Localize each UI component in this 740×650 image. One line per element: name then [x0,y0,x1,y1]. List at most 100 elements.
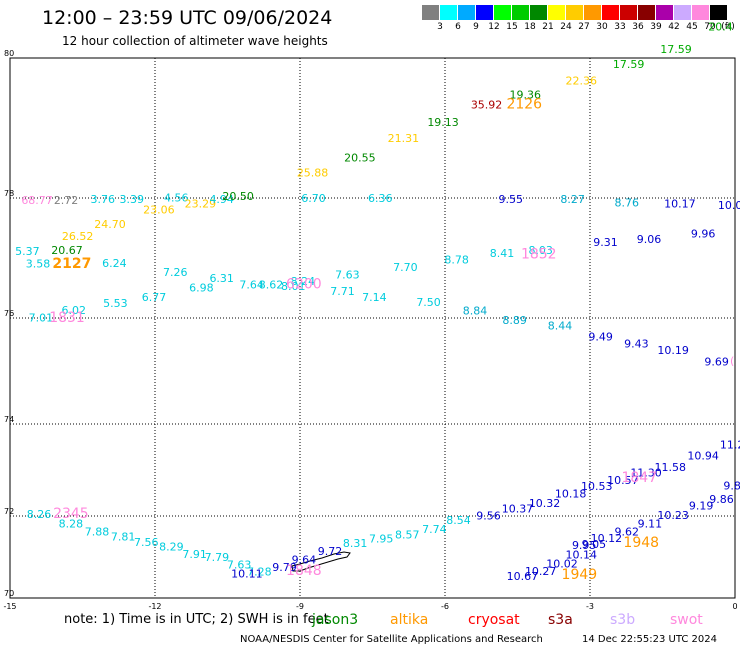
wave-height-label: ( [730,355,734,368]
wave-height-label: 8.27 [560,193,585,206]
wave-height-label: 6200 [286,277,322,293]
wave-height-label: 9.72 [318,545,343,558]
footnote: note: 1) Time is in UTC; 2) SWH is in fe… [64,612,329,627]
wave-height-label: 8.01 [281,280,306,293]
wave-height-label: 9.86 [709,493,734,506]
wave-height-label: 25.88 [297,166,329,179]
color-legend-label: 36 [632,22,644,32]
wave-height-label: 68.77 [21,194,53,207]
wave-height-label: 7.14 [362,291,387,304]
wave-height-label: 9.96 [691,228,716,241]
satellite-name: swot [670,612,703,628]
wave-height-label: 1852 [521,247,557,263]
satellite-name: jason3 [312,612,359,628]
color-legend-label: 3 [437,22,443,32]
color-legend-label: 33 [614,22,626,32]
lon-label: -12 [148,602,161,611]
wave-height-label: 2.72 [54,194,79,207]
lat-label: 72 [4,507,14,516]
wave-height-label: 7.91 [182,548,207,561]
map-frame [9,57,736,599]
color-swatch [656,5,673,20]
lon-label: -3 [586,602,594,611]
color-legend-label: 45 [686,22,698,32]
wave-height-label: 3.76 [91,193,116,206]
color-legend-label: 24 [560,22,572,32]
wave-height-label: 9.62 [614,526,639,539]
wave-height-label: 7.81 [111,531,136,544]
wave-height-label: 10.14 [566,549,598,562]
wave-height-label: 10.19 [657,344,689,357]
color-swatch [710,5,727,20]
color-legend-label: 18 [524,22,536,32]
color-legend-label: (ft) [721,22,735,32]
wave-height-label: 7.95 [369,533,394,546]
wave-height-label: 20.55 [344,152,376,165]
wave-height-label: 23.06 [143,204,175,217]
wave-height-label: 8.24 [291,275,316,288]
wave-height-label: 26.52 [62,230,94,243]
lat-label: 76 [4,309,14,318]
color-legend-label: 6 [455,22,461,32]
color-swatch [548,5,565,20]
color-swatch [566,5,583,20]
color-swatch [476,5,493,20]
color-legend-label: 27 [578,22,590,32]
lon-label: -6 [441,602,449,611]
lat-label: 78 [4,189,14,198]
wave-height-label: 7.79 [205,551,230,564]
color-swatch [494,5,511,20]
wave-height-label: 2345 [53,506,89,522]
wave-height-label: 19.13 [427,116,459,129]
color-legend-label: 30 [596,22,608,32]
wave-height-label: 1948 [623,535,659,551]
color-legend-label: 15 [506,22,518,32]
satellite-name: cryosat [468,612,520,628]
wave-height-label: 1847 [621,470,657,486]
wave-height-label: 10.11 [231,568,263,581]
color-swatch [602,5,619,20]
wave-height-label: 7.26 [163,266,188,279]
color-legend-label: 21 [542,22,554,32]
lat-label: 70 [4,589,14,598]
wave-height-label: 10.18 [555,488,587,501]
wave-height-label: 8.29 [159,540,184,553]
wave-height-label: 8.57 [395,529,420,542]
wave-height-label: 7.01 [29,312,54,325]
wave-height-label: 9.79 [272,561,297,574]
wave-height-label: 7.28 [247,565,272,578]
wave-height-label: 7.74 [422,523,447,536]
wave-height-label: 20.4 [708,21,733,34]
wave-height-label: 9.8 [723,479,740,492]
wave-height-label: 19.36 [509,89,541,102]
wave-height-label: 6.77 [142,291,167,304]
wave-height-label: 9.95 [572,539,597,552]
wave-height-label: 20.50 [222,190,254,203]
wave-height-label: 8.76 [614,196,639,209]
lat-label: 74 [4,415,14,424]
wave-height-label: 10.17 [664,198,696,211]
wave-height-label: 8.31 [343,537,368,550]
wave-height-label: 8.44 [548,320,573,333]
wave-height-label: 17.59 [660,43,692,56]
color-legend-label: 39 [650,22,662,32]
wave-height-label: 9.64 [292,554,317,567]
color-legend-label: 42 [668,22,680,32]
wave-height-label: 1831 [49,310,85,326]
wave-height-label: 8.78 [444,253,469,266]
wave-height-label: 8.41 [490,247,515,260]
color-swatch [674,5,691,20]
wave-height-label: 8.89 [502,314,527,327]
wave-height-label: 10.37 [502,502,534,515]
wave-height-label: 7.63 [227,558,252,571]
graticule [10,58,735,598]
color-swatch [440,5,457,20]
wave-height-label: 9.55 [498,193,523,206]
generated-timestamp: 14 Dec 22:55:23 UTC 2024 [582,634,717,645]
wave-height-label: 6.24 [102,257,127,270]
wave-height-label: 7.50 [416,296,441,309]
wave-height-label: 5.53 [103,297,128,310]
satellite-name: altika [390,612,429,628]
color-swatch [638,5,655,20]
